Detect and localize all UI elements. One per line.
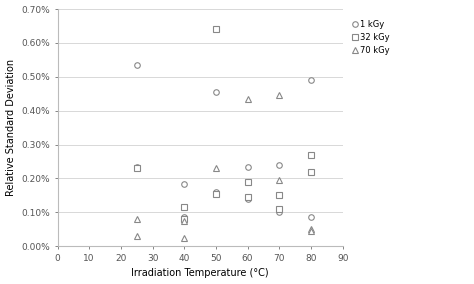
Line: 32 kGy: 32 kGy bbox=[134, 27, 314, 222]
70 kGy bbox=[182, 219, 187, 223]
32 kGy bbox=[182, 206, 187, 209]
1 kGy bbox=[276, 211, 282, 214]
X-axis label: Irradiation Temperature (°C): Irradiation Temperature (°C) bbox=[131, 268, 269, 278]
32 kGy bbox=[245, 180, 250, 183]
32 kGy bbox=[182, 218, 187, 221]
1 kGy bbox=[213, 90, 219, 94]
1 kGy bbox=[245, 197, 250, 201]
70 kGy bbox=[276, 94, 282, 97]
1 kGy bbox=[182, 182, 187, 185]
1 kGy bbox=[134, 165, 139, 168]
32 kGy bbox=[276, 207, 282, 211]
70 kGy bbox=[182, 236, 187, 239]
1 kGy bbox=[245, 165, 250, 168]
70 kGy bbox=[134, 234, 139, 238]
32 kGy bbox=[308, 153, 314, 156]
1 kGy bbox=[276, 163, 282, 167]
Line: 1 kGy: 1 kGy bbox=[134, 62, 314, 220]
70 kGy bbox=[308, 229, 314, 233]
32 kGy bbox=[213, 192, 219, 195]
32 kGy bbox=[134, 167, 139, 170]
70 kGy bbox=[276, 178, 282, 182]
1 kGy bbox=[308, 78, 314, 82]
1 kGy bbox=[308, 216, 314, 219]
70 kGy bbox=[134, 218, 139, 221]
32 kGy bbox=[308, 170, 314, 174]
Y-axis label: Relative Standard Deviation: Relative Standard Deviation bbox=[6, 59, 16, 196]
Line: 70 kGy: 70 kGy bbox=[134, 93, 314, 241]
70 kGy bbox=[213, 167, 219, 170]
1 kGy bbox=[213, 190, 219, 194]
32 kGy bbox=[276, 194, 282, 197]
1 kGy bbox=[182, 216, 187, 219]
1 kGy bbox=[134, 63, 139, 67]
32 kGy bbox=[213, 28, 219, 31]
70 kGy bbox=[308, 227, 314, 231]
32 kGy bbox=[245, 195, 250, 199]
70 kGy bbox=[245, 97, 250, 101]
Legend: 1 kGy, 32 kGy, 70 kGy: 1 kGy, 32 kGy, 70 kGy bbox=[350, 18, 392, 57]
